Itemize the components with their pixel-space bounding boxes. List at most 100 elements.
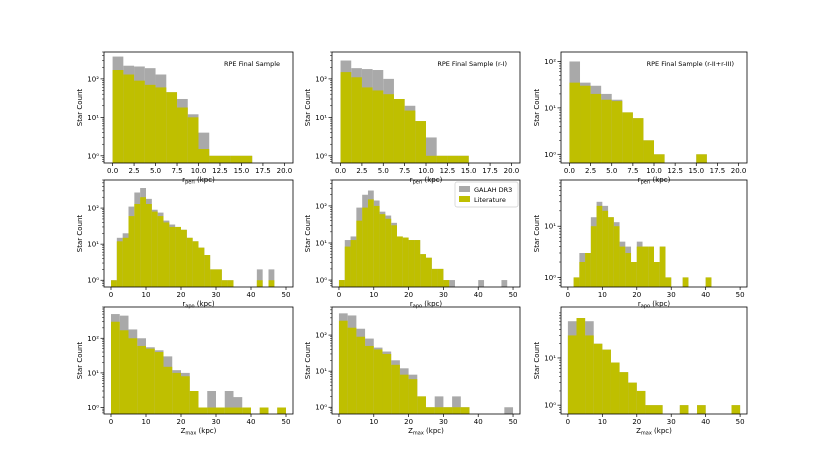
bar-literature [373, 205, 380, 287]
x-tick-label: 40 [474, 291, 483, 299]
bar-literature [233, 407, 243, 414]
bar-literature [602, 349, 611, 414]
bar-literature [573, 277, 580, 287]
bar-literature [590, 226, 597, 287]
bar-literature [391, 225, 397, 287]
x-tick-label: 0 [337, 291, 341, 299]
bar-literature [383, 94, 394, 163]
y-axis-label: Star Count [533, 215, 541, 253]
x-tick-label: 20 [177, 291, 186, 299]
x-tick-label: 12.5 [667, 167, 683, 175]
y-tick-label: 10⁰ [315, 404, 327, 412]
x-tick-label: 50 [282, 418, 291, 426]
x-tick-label: 7.5 [171, 167, 182, 175]
y-axis-label: Star Count [304, 89, 312, 127]
bar-literature [628, 382, 637, 414]
bar-literature [277, 407, 286, 414]
x-tick-label: 15.0 [461, 167, 477, 175]
bar-literature [567, 335, 577, 414]
x-tick-label: 0 [109, 291, 113, 299]
legend-box [454, 181, 519, 208]
bar-literature [636, 390, 646, 414]
bar-literature [397, 236, 403, 287]
bar-literature [404, 110, 416, 163]
bar-literature [365, 345, 374, 414]
y-tick-label: 10¹ [87, 241, 99, 249]
x-tick-label: 50 [736, 418, 745, 426]
bar-literature [613, 226, 620, 287]
x-axis-label: rperi (kpc) [638, 176, 671, 186]
bar-literature [216, 407, 225, 414]
bar-literature [619, 372, 629, 414]
bar-literature [177, 107, 188, 163]
bar-literature [443, 407, 453, 414]
bar-literature [648, 246, 654, 287]
axes-frame [103, 306, 294, 415]
legend: GALAH DR3 Literature [454, 181, 519, 208]
y-tick-label: 10² [315, 75, 327, 83]
bar-literature [242, 407, 251, 414]
bar-literature [372, 90, 384, 163]
bar-literature [111, 321, 120, 414]
bar-literature [207, 407, 216, 414]
bar-literature [169, 226, 176, 287]
x-tick-label: 12.5 [440, 167, 456, 175]
bar-literature [111, 280, 117, 287]
x-tick-label: 0.0 [335, 167, 346, 175]
bar-literature [163, 366, 173, 414]
bar-literature [579, 262, 586, 287]
bar-literature [654, 405, 663, 414]
bar-literature [452, 407, 461, 414]
x-tick-label: 40 [474, 418, 483, 426]
x-tick-label: 17.5 [482, 167, 498, 175]
bar-literature [367, 199, 374, 287]
bar-literature [350, 240, 357, 287]
x-tick-label: 2.5 [128, 167, 139, 175]
bar-literature [642, 246, 649, 287]
x-tick-label: 20.0 [504, 167, 520, 175]
bar-literature [123, 74, 135, 163]
bar-literature [682, 277, 689, 287]
y-axis-label: Star Count [76, 215, 84, 253]
bar-literature [356, 220, 363, 287]
panel-title: RPE Final Sample (r-I) [437, 60, 507, 68]
bar-literature [198, 149, 210, 163]
panel-r_peri-all: 0.0 2.5 5.0 7.5 10.0 12.5 15.0 17.5 20.0 10⁰ 10¹ 10… [76, 51, 294, 186]
y-tick-label: 10⁰ [87, 404, 99, 412]
bar-literature [204, 255, 211, 287]
x-tick-label: 30 [439, 418, 448, 426]
bar-literature [414, 240, 421, 287]
y-tick-label: 10¹ [315, 368, 327, 376]
x-tick-label: 30 [667, 418, 676, 426]
y-tick-label: 10¹ [315, 114, 327, 122]
bar-literature [230, 155, 242, 163]
panel-r_peri-rI: 0.0 2.5 5.0 7.5 10.0 12.5 15.0 17.5 20.0 10⁰ 10¹ 10… [304, 51, 521, 186]
bar-literature [431, 268, 438, 287]
bar-literature [696, 154, 707, 163]
x-tick-label: 5.0 [150, 167, 161, 175]
x-tick-label: 40 [701, 291, 710, 299]
panel-title: RPE Final Sample [224, 60, 280, 68]
bar-galah [501, 280, 508, 287]
x-tick-label: 10.0 [418, 167, 434, 175]
panel-r_peri-rII: 0.0 2.5 5.0 7.5 10.0 12.5 15.0 17.5 20.0 10⁰ 10¹ 10… [533, 51, 748, 186]
bar-literature [625, 253, 632, 287]
bar-literature [172, 372, 181, 414]
bar-literature [338, 280, 345, 287]
x-tick-label: 20.0 [731, 167, 747, 175]
bar-literature [585, 335, 594, 414]
bar-literature [611, 101, 623, 163]
x-tick-label: 40 [247, 418, 256, 426]
bar-literature [175, 226, 181, 287]
bar-literature [157, 216, 164, 287]
bar-literature [632, 118, 644, 163]
bar-literature [636, 246, 643, 287]
bar-literature [585, 253, 591, 287]
bar-literature [580, 85, 591, 163]
bar-literature [619, 246, 626, 287]
bar-literature [731, 405, 741, 414]
y-tick-label: 10⁰ [544, 274, 556, 282]
bar-literature [447, 155, 459, 163]
bar-literature [379, 214, 386, 287]
